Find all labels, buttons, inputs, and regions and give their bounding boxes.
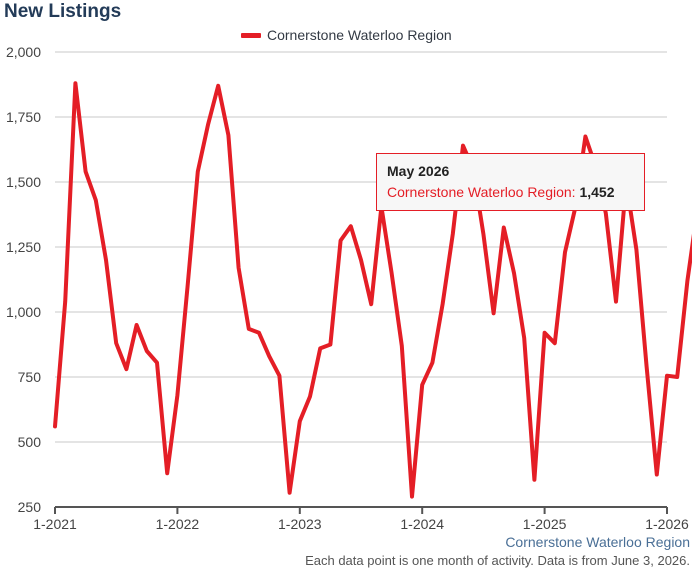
data-point[interactable] (298, 419, 302, 423)
data-point[interactable] (655, 473, 659, 477)
tooltip-value: 1,452 (579, 184, 615, 200)
data-point[interactable] (349, 224, 353, 228)
y-tick-label: 750 (18, 369, 42, 385)
data-point[interactable] (410, 495, 414, 499)
data-point[interactable] (186, 284, 190, 288)
data-point[interactable] (369, 302, 373, 306)
series-line[interactable] (53, 81, 692, 499)
tooltip-line: Cornerstone Waterloo Region: 1,452 (387, 184, 644, 200)
chart-title: New Listings (4, 1, 122, 22)
data-point[interactable] (675, 375, 679, 379)
data-point[interactable] (400, 344, 404, 348)
legend-label: Cornerstone Waterloo Region (267, 27, 452, 43)
data-point[interactable] (84, 170, 88, 174)
data-point[interactable] (277, 374, 281, 378)
data-point[interactable] (604, 211, 608, 215)
x-tick-label: 1-2023 (278, 516, 322, 532)
data-point[interactable] (165, 471, 169, 475)
data-point[interactable] (226, 133, 230, 137)
data-point[interactable] (94, 198, 98, 202)
data-point[interactable] (532, 478, 536, 482)
data-point[interactable] (155, 361, 159, 365)
data-point[interactable] (237, 266, 241, 270)
y-tick-label: 500 (18, 434, 42, 450)
data-point[interactable] (175, 393, 179, 397)
data-point[interactable] (135, 323, 139, 327)
data-point[interactable] (441, 302, 445, 306)
source-label: Cornerstone Waterloo Region (505, 534, 690, 550)
data-point[interactable] (492, 311, 496, 315)
data-point[interactable] (522, 336, 526, 340)
data-point[interactable] (328, 343, 332, 347)
data-point[interactable] (685, 279, 689, 283)
data-point[interactable] (481, 232, 485, 236)
y-tick-label: 250 (18, 499, 42, 515)
x-tick-label: 1-2024 (400, 516, 444, 532)
data-point[interactable] (390, 271, 394, 275)
tooltip-series-label: Cornerstone Waterloo Region: (387, 184, 576, 200)
footnote: Each data point is one month of activity… (305, 553, 690, 568)
data-point[interactable] (665, 374, 669, 378)
data-point[interactable] (308, 395, 312, 399)
data-point[interactable] (216, 84, 220, 88)
data-point[interactable] (461, 144, 465, 148)
y-tick-label: 1,000 (6, 304, 41, 320)
data-point[interactable] (645, 365, 649, 369)
data-point[interactable] (267, 354, 271, 358)
x-tick-label: 1-2026 (645, 516, 689, 532)
x-tick-label: 1-2025 (523, 516, 567, 532)
data-point[interactable] (73, 81, 77, 85)
legend-swatch (241, 32, 261, 38)
data-point[interactable] (104, 258, 108, 262)
data-point[interactable] (553, 341, 557, 345)
data-point[interactable] (512, 271, 516, 275)
data-point[interactable] (339, 239, 343, 243)
data-point[interactable] (63, 300, 67, 304)
data-point[interactable] (257, 331, 261, 335)
data-point[interactable] (430, 361, 434, 365)
data-point[interactable] (543, 331, 547, 335)
data-point[interactable] (634, 248, 638, 252)
legend[interactable]: Cornerstone Waterloo Region (241, 26, 452, 44)
x-tick-label: 1-2021 (33, 516, 77, 532)
data-point[interactable] (583, 135, 587, 139)
data-point[interactable] (614, 300, 618, 304)
tooltip: May 2026 Cornerstone Waterloo Region: 1,… (376, 153, 645, 211)
data-point[interactable] (288, 491, 292, 495)
data-point[interactable] (196, 170, 200, 174)
y-tick-label: 2,000 (6, 44, 41, 60)
y-tick-label: 1,500 (6, 174, 41, 190)
data-point[interactable] (563, 250, 567, 254)
data-point[interactable] (451, 232, 455, 236)
data-point[interactable] (359, 258, 363, 262)
data-point[interactable] (318, 346, 322, 350)
x-tick-label: 1-2022 (156, 516, 200, 532)
data-point[interactable] (145, 349, 149, 353)
data-point[interactable] (114, 341, 118, 345)
y-tick-label: 1,750 (6, 109, 41, 125)
data-point[interactable] (502, 226, 506, 230)
data-point[interactable] (124, 367, 128, 371)
data-point[interactable] (247, 327, 251, 331)
data-point[interactable] (206, 123, 210, 127)
y-tick-label: 1,250 (6, 239, 41, 255)
tooltip-date: May 2026 (387, 163, 450, 179)
data-point[interactable] (53, 424, 57, 428)
data-point[interactable] (420, 383, 424, 387)
